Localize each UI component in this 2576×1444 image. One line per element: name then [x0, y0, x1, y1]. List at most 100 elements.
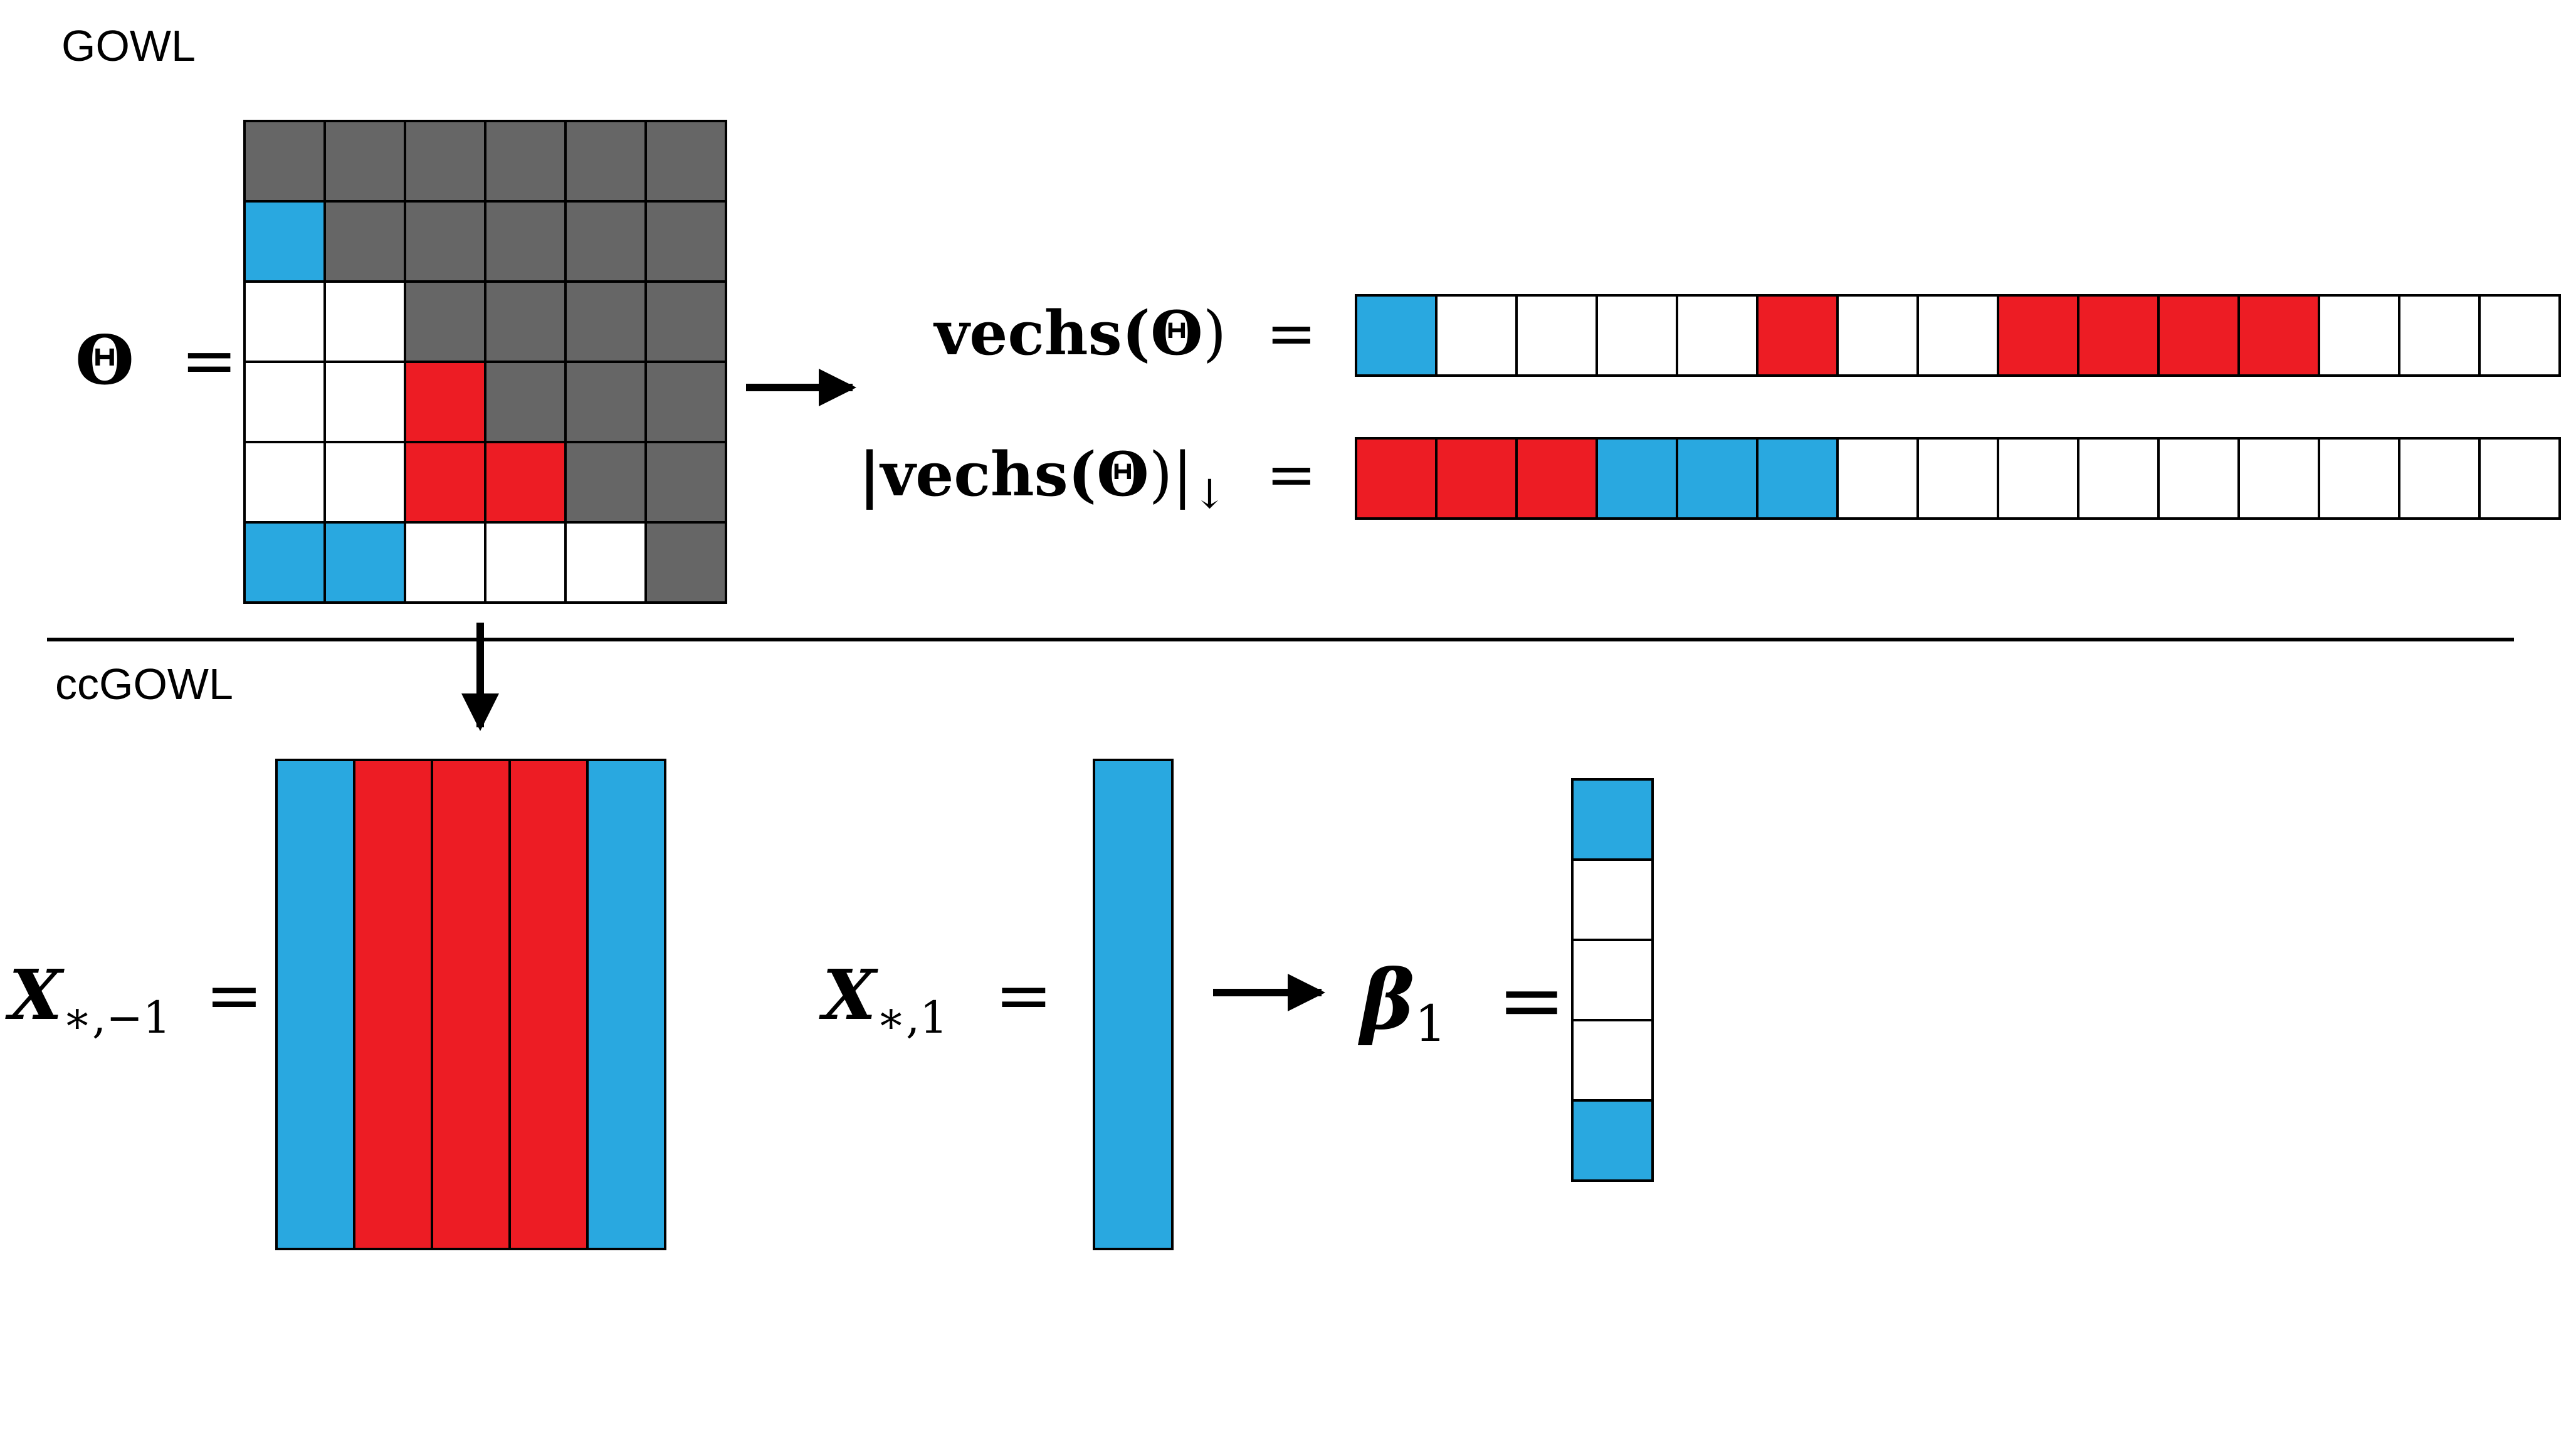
vechs-prefix: vechs( [933, 298, 1150, 369]
theta-cell [484, 521, 567, 604]
theta-cell [404, 441, 486, 524]
vechs-cell [1997, 294, 2079, 377]
vechs-sorted-close: )| [1149, 440, 1193, 510]
theta-cell [644, 200, 727, 283]
vechs-equals: = [1266, 298, 1317, 369]
theta-cell [243, 120, 326, 203]
x-1-subscript: ∗,1 [876, 992, 947, 1043]
theta-cell [243, 361, 326, 443]
vechs-sorted-equation: |vechs(Θ)|↓ = [859, 439, 1317, 522]
vechs-theta: Θ [1150, 298, 1203, 369]
theta-cell [404, 521, 486, 604]
vechs-sorted-cell [2237, 437, 2320, 520]
vechs-vector [1355, 294, 2561, 377]
x-1-column-cell [1093, 759, 1174, 1250]
vechs-sorted-cell [1676, 437, 1759, 520]
vechs-sorted-cell [1355, 437, 1438, 520]
theta-cell [484, 200, 567, 283]
vechs-sorted-cell [2478, 437, 2561, 520]
theta-cell [243, 441, 326, 524]
vechs-cell [2237, 294, 2320, 377]
beta-cell [1571, 1099, 1654, 1182]
vechs-sorted-cell [1515, 437, 1598, 520]
x-minus1-column [431, 759, 511, 1250]
gowl-label: GOWL [61, 21, 196, 70]
vechs-equation: vechs(Θ) = [933, 298, 1317, 369]
theta-symbol: Θ [75, 321, 134, 400]
x-minus1-symbol: X [5, 954, 65, 1035]
vechs-suffix: ) [1203, 298, 1226, 369]
beta-symbol: β [1357, 952, 1414, 1048]
theta-cell [564, 361, 647, 443]
x-1-equation: X∗,1 = [819, 954, 1053, 1049]
theta-cell [404, 200, 486, 283]
vechs-cell [2157, 294, 2240, 377]
theta-cell [564, 441, 647, 524]
x-1-symbol: X [819, 954, 878, 1035]
vechs-cell [1756, 294, 1839, 377]
vechs-sorted-cell [2398, 437, 2481, 520]
ccgowl-label: ccGOWL [55, 660, 233, 709]
vechs-sorted-cell [1756, 437, 1839, 520]
vechs-sorted-cell [1916, 437, 1999, 520]
theta-matrix [243, 120, 727, 604]
theta-cell [564, 120, 647, 203]
theta-cell [484, 441, 567, 524]
x-minus1-column [508, 759, 589, 1250]
vechs-sorted-theta: Θ [1096, 439, 1149, 510]
x-minus1-matrix [275, 759, 666, 1250]
x-minus1-column [586, 759, 666, 1250]
beta-vector [1571, 778, 1654, 1182]
vechs-cell [1916, 294, 1999, 377]
vechs-sorted-subscript: ↓ [1193, 472, 1227, 518]
theta-cell [323, 120, 406, 203]
theta-cell [323, 521, 406, 604]
vechs-cell [1355, 294, 1438, 377]
theta-cell [404, 280, 486, 363]
vechs-cell [2077, 294, 2160, 377]
theta-cell [404, 120, 486, 203]
theta-cell [564, 200, 647, 283]
theta-cell [323, 361, 406, 443]
theta-cell [644, 441, 727, 524]
theta-equals: = [181, 322, 238, 400]
x-1-equals: = [995, 955, 1053, 1035]
vechs-cell [1596, 294, 1678, 377]
vechs-sorted-cell [1596, 437, 1678, 520]
vechs-sorted-cell [2077, 437, 2160, 520]
x-1-column [1093, 759, 1174, 1250]
theta-cell [484, 120, 567, 203]
beta-equation: β1 = [1357, 952, 1566, 1060]
beta-cell [1571, 939, 1654, 1021]
beta-subscript: 1 [1414, 994, 1446, 1053]
vechs-cell [1836, 294, 1919, 377]
vechs-cell [2398, 294, 2481, 377]
theta-cell [243, 200, 326, 283]
beta-cell [1571, 1019, 1654, 1102]
theta-cell [644, 361, 727, 443]
vechs-sorted-cell [1435, 437, 1518, 520]
theta-cell [644, 521, 727, 604]
theta-cell [243, 521, 326, 604]
x-minus1-equation: X∗,−1 = [5, 954, 263, 1049]
beta-cell [1571, 778, 1654, 861]
theta-cell [243, 280, 326, 363]
theta-cell [644, 280, 727, 363]
theta-cell [484, 280, 567, 363]
vechs-cell [1515, 294, 1598, 377]
theta-cell [484, 361, 567, 443]
beta-equals: = [1498, 952, 1566, 1048]
vechs-cell [1435, 294, 1518, 377]
theta-cell [644, 120, 727, 203]
theta-cell [323, 441, 406, 524]
vechs-sorted-open: |vechs( [859, 439, 1097, 510]
vechs-sorted-cell [2157, 437, 2240, 520]
vechs-sorted-cell [2318, 437, 2400, 520]
vechs-cell [1676, 294, 1759, 377]
theta-cell [564, 280, 647, 363]
theta-equation: Θ = [75, 321, 238, 400]
theta-cell [323, 280, 406, 363]
beta-cell [1571, 858, 1654, 941]
vechs-cell [2318, 294, 2400, 377]
